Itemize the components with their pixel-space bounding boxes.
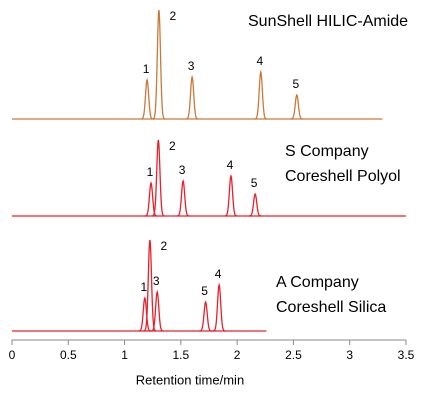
peak (224, 173, 238, 217)
x-tick-label: 2 (234, 348, 241, 362)
peak-label: 5 (201, 284, 208, 298)
x-tick-label: 1.5 (173, 348, 190, 362)
peak (151, 139, 165, 217)
peak (254, 69, 268, 120)
series-name: A Company (276, 274, 359, 291)
x-tick-label: 3.5 (398, 348, 415, 362)
peak-label: 5 (292, 77, 299, 91)
x-tick-label: 2.5 (285, 348, 302, 362)
peak (176, 179, 190, 217)
series-name: SunShell HILIC-Amide (248, 13, 408, 30)
peak-label: 3 (179, 163, 186, 177)
x-axis-label: Retention time/min (136, 372, 244, 387)
peak-label: 3 (153, 274, 160, 288)
peak-label: 2 (161, 239, 168, 253)
peak-label: 2 (170, 9, 177, 23)
peak (152, 9, 166, 120)
peak (138, 296, 152, 332)
series-name: S Company (285, 143, 369, 160)
peak (140, 77, 154, 120)
peak (150, 289, 164, 332)
peak-label: 4 (215, 267, 222, 281)
series-name: Coreshell Silica (276, 299, 386, 316)
x-tick-label: 0 (9, 348, 16, 362)
series-name: Coreshell Polyol (285, 168, 401, 185)
peak-label: 1 (143, 62, 150, 76)
peak-label: 5 (251, 176, 258, 190)
peak (212, 282, 226, 332)
peak-label: 1 (147, 165, 154, 179)
peak (144, 181, 158, 217)
peak-label: 2 (169, 139, 176, 153)
peak-label: 3 (188, 59, 195, 73)
x-tick-label: 3 (346, 348, 353, 362)
peak-label: 4 (227, 158, 234, 172)
peak (185, 74, 199, 120)
peak (290, 93, 304, 120)
peak (199, 300, 212, 332)
x-tick-label: 0.5 (60, 348, 77, 362)
peak-label: 4 (256, 54, 263, 68)
peak (248, 192, 262, 217)
peak-label: 1 (140, 280, 147, 294)
x-tick-label: 1 (121, 348, 128, 362)
